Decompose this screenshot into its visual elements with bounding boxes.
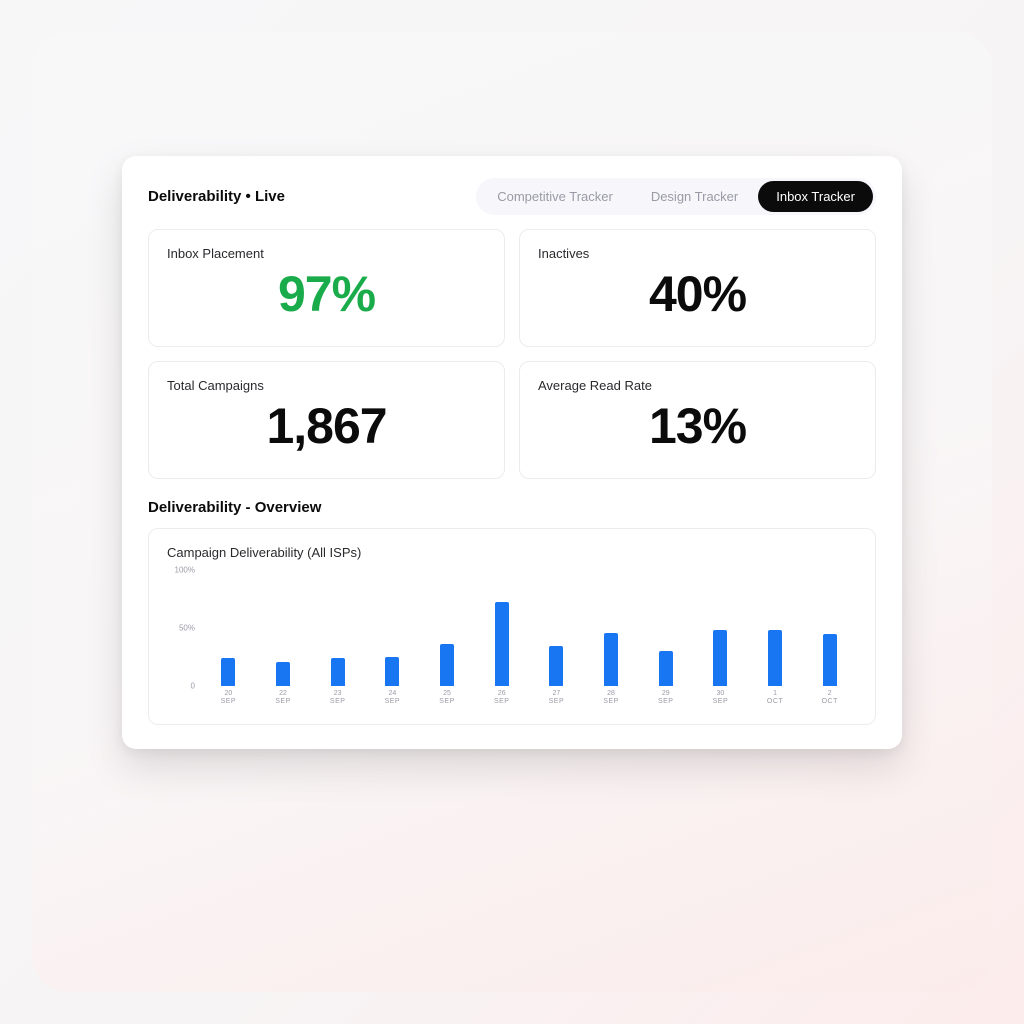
bar <box>549 646 563 685</box>
bar-column <box>474 570 529 686</box>
kpi-label: Average Read Rate <box>538 378 857 393</box>
kpi-label: Inactives <box>538 246 857 261</box>
section-title-overview: Deliverability - Overview <box>148 499 876 516</box>
chart-title: Campaign Deliverability (All ISPs) <box>167 545 857 560</box>
kpi-label: Inbox Placement <box>167 246 486 261</box>
section-title-live: Deliverability • Live <box>148 188 285 205</box>
kpi-value: 13% <box>538 399 857 454</box>
bar <box>768 630 782 686</box>
bar-column <box>802 570 857 686</box>
bar-column <box>693 570 748 686</box>
bar-column <box>638 570 693 686</box>
kpi-card: Average Read Rate 13% <box>519 361 876 479</box>
chart-y-axis: 050%100% <box>167 570 201 686</box>
x-tick: 1OCT <box>748 686 803 710</box>
x-tick: 25SEP <box>420 686 475 710</box>
chart-area: 050%100% 20SEP22SEP23SEP24SEP25SEP26SEP2… <box>167 570 857 710</box>
y-tick: 50% <box>179 623 195 632</box>
bar-column <box>584 570 639 686</box>
y-tick: 100% <box>175 565 195 574</box>
bar-column <box>748 570 803 686</box>
tab-design-tracker[interactable]: Design Tracker <box>633 181 756 212</box>
bar <box>713 630 727 686</box>
x-tick: 23SEP <box>310 686 365 710</box>
x-tick: 29SEP <box>638 686 693 710</box>
bar <box>331 658 345 686</box>
chart-x-axis: 20SEP22SEP23SEP24SEP25SEP26SEP27SEP28SEP… <box>201 686 857 710</box>
kpi-value: 40% <box>538 267 857 322</box>
kpi-card: Total Campaigns 1,867 <box>148 361 505 479</box>
bar-column <box>365 570 420 686</box>
tab-competitive-tracker[interactable]: Competitive Tracker <box>479 181 631 212</box>
bar <box>385 657 399 686</box>
header-row: Deliverability • Live Competitive Tracke… <box>148 178 876 215</box>
bar <box>440 644 454 686</box>
bar <box>659 651 673 686</box>
x-tick: 30SEP <box>693 686 748 710</box>
chart-bars <box>201 570 857 686</box>
x-tick: 24SEP <box>365 686 420 710</box>
page-background: Deliverability • Live Competitive Tracke… <box>32 32 992 992</box>
bar-column <box>420 570 475 686</box>
tab-inbox-tracker[interactable]: Inbox Tracker <box>758 181 873 212</box>
kpi-label: Total Campaigns <box>167 378 486 393</box>
kpi-value: 97% <box>167 267 486 322</box>
y-tick: 0 <box>191 681 195 690</box>
x-tick: 27SEP <box>529 686 584 710</box>
tracker-tabs: Competitive TrackerDesign TrackerInbox T… <box>476 178 876 215</box>
kpi-grid: Inbox Placement 97% Inactives 40% Total Camp… <box>148 229 876 479</box>
bar <box>604 633 618 685</box>
bar-column <box>256 570 311 686</box>
x-tick: 26SEP <box>474 686 529 710</box>
dashboard-card: Deliverability • Live Competitive Tracke… <box>122 156 902 749</box>
bar <box>221 658 235 686</box>
x-tick: 2OCT <box>802 686 857 710</box>
bar-column <box>529 570 584 686</box>
x-tick: 28SEP <box>584 686 639 710</box>
x-tick: 22SEP <box>256 686 311 710</box>
bar <box>823 634 837 685</box>
bar-column <box>201 570 256 686</box>
bar <box>495 602 509 686</box>
kpi-card: Inactives 40% <box>519 229 876 347</box>
kpi-value: 1,867 <box>167 399 486 454</box>
chart-card: Campaign Deliverability (All ISPs) 050%1… <box>148 528 876 725</box>
x-tick: 20SEP <box>201 686 256 710</box>
bar-column <box>310 570 365 686</box>
bar <box>276 662 290 685</box>
kpi-card: Inbox Placement 97% <box>148 229 505 347</box>
